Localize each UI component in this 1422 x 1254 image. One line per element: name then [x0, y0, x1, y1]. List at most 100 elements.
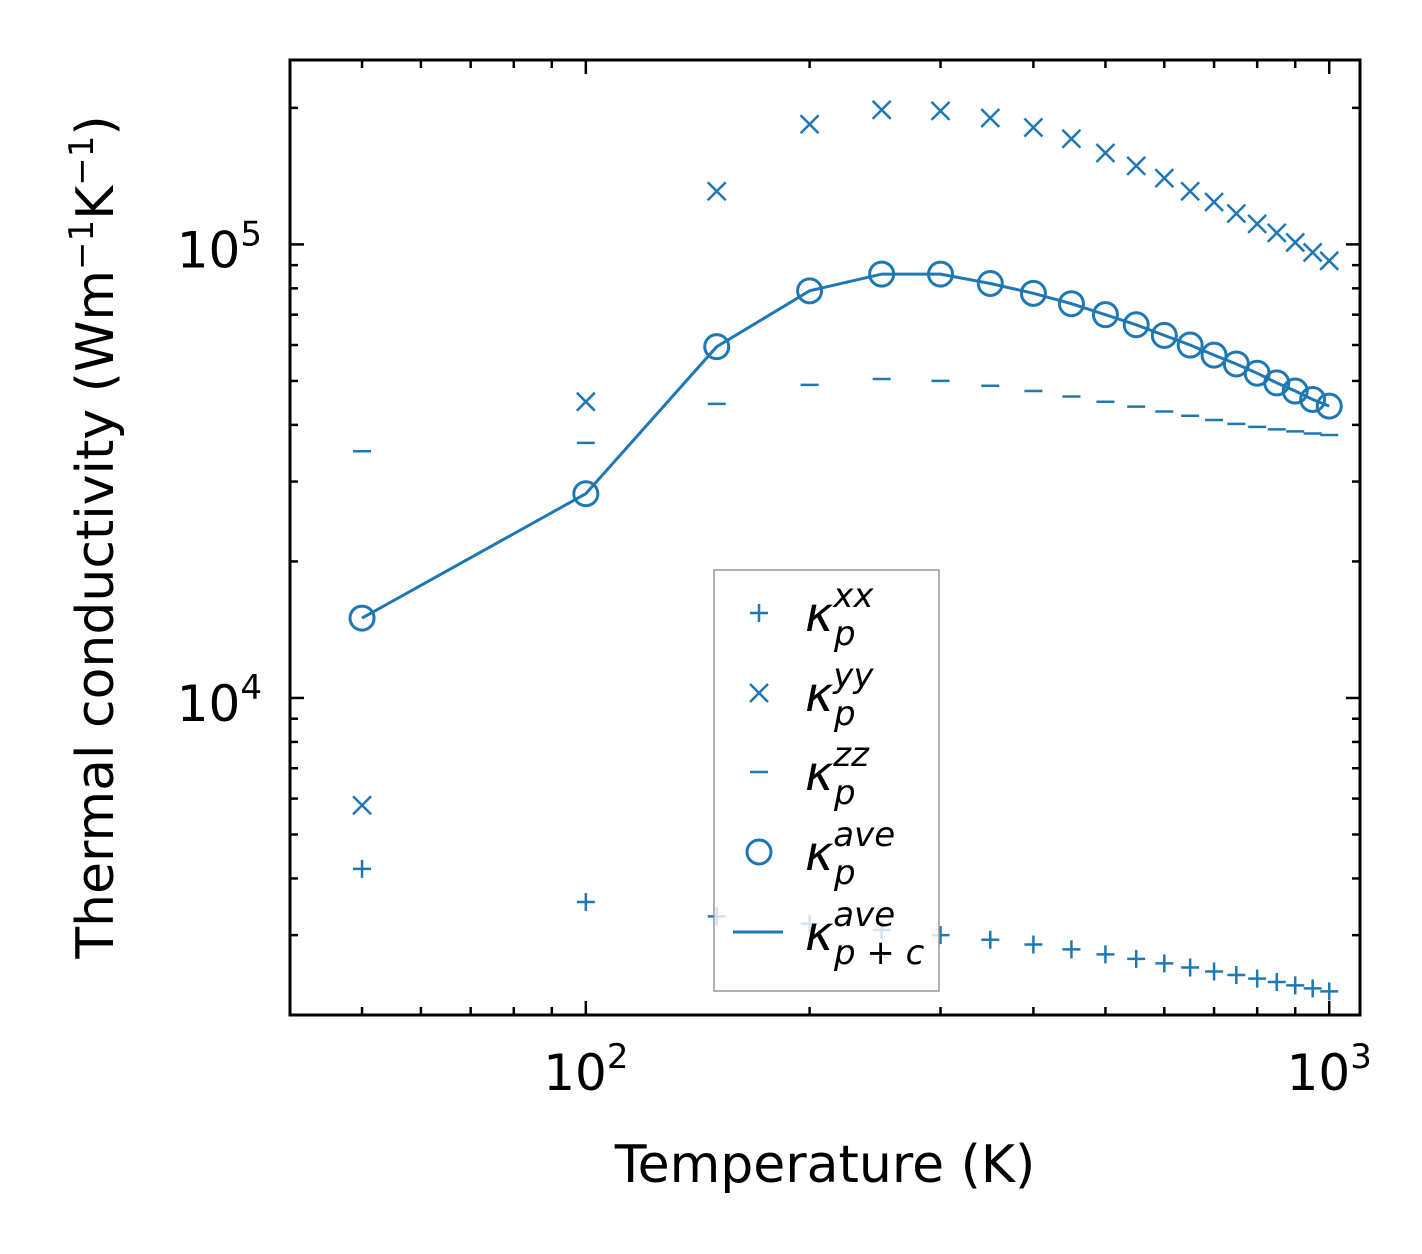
- legend-label-kyy: κyy p: [805, 656, 874, 734]
- point-kxx: [1127, 949, 1146, 968]
- point-kxx: [1286, 976, 1305, 995]
- legend-marker-kyy: [749, 683, 769, 703]
- point-kyy: [1061, 128, 1082, 149]
- point-kave: [1299, 386, 1327, 414]
- point-kxx: [1024, 935, 1043, 954]
- point-kyy: [1319, 250, 1340, 271]
- legend-label-kzz: κzz p: [805, 735, 870, 813]
- point-kave: [348, 604, 376, 632]
- point-kyy: [1204, 192, 1224, 212]
- point-kyy: [1302, 242, 1323, 263]
- legend-symbol: κ: [805, 667, 834, 723]
- legend-superscript: zz: [832, 735, 870, 775]
- point-kave: [1091, 301, 1119, 329]
- y-axis-label-exp1: −1: [62, 220, 102, 270]
- point-kave: [1057, 290, 1085, 318]
- legend-label-kxx: κxx p: [805, 576, 874, 654]
- point-kave: [1200, 341, 1228, 369]
- y-axis-label-mid: K: [66, 184, 126, 220]
- legend-label-kave: κave p: [805, 815, 895, 893]
- legend-marker-kxx: [750, 604, 768, 622]
- point-kxx: [1227, 966, 1246, 985]
- x-tick-label-exp: 2: [607, 1037, 629, 1077]
- point-kxx: [1096, 945, 1115, 964]
- point-kyy: [1180, 181, 1201, 202]
- plot-frame: [288, 58, 1362, 1017]
- point-kyy: [1126, 155, 1147, 176]
- y-axis-label: Thermal conductivity (Wm−1K−1): [62, 115, 126, 959]
- x-axis-label: Temperature (K): [614, 1135, 1036, 1195]
- point-kave: [868, 260, 896, 288]
- legend-subscript: p: [833, 694, 856, 734]
- point-kxx: [353, 859, 372, 878]
- point-kave: [1263, 369, 1291, 397]
- point-kyy: [352, 795, 372, 816]
- legend-superscript: yy: [832, 656, 874, 696]
- x-tick-label: 102: [543, 1037, 628, 1102]
- point-kyy: [1247, 213, 1268, 234]
- legend-label-kave-pc: κave p + c: [805, 895, 925, 973]
- point-kyy: [575, 391, 596, 412]
- y-axis-label-exp2: −1: [62, 136, 102, 186]
- point-kxx: [1155, 954, 1174, 973]
- point-kave: [703, 333, 731, 361]
- y-tick-label-base: 10: [177, 221, 241, 279]
- point-kxx: [1062, 940, 1081, 959]
- point-kxx: [1267, 972, 1286, 991]
- point-kave: [1019, 279, 1047, 307]
- point-kave: [927, 260, 955, 288]
- point-kave: [1315, 392, 1343, 420]
- legend-subscript: p + c: [833, 933, 925, 973]
- legend-symbol: κ: [805, 906, 834, 962]
- point-kyy: [799, 114, 820, 135]
- legend-subscript: p: [833, 773, 856, 813]
- point-kave: [572, 480, 600, 508]
- point-kxx: [981, 930, 1000, 949]
- y-tick-label-exp: 5: [240, 214, 262, 254]
- y-tick-label-exp: 4: [240, 668, 262, 708]
- point-kyy: [871, 99, 892, 120]
- y-tick-label-base: 10: [177, 675, 241, 733]
- y-axis-label-end: ): [66, 115, 126, 135]
- point-kyy: [980, 108, 1001, 128]
- legend-superscript: ave: [833, 815, 895, 855]
- point-kave: [1176, 331, 1204, 359]
- x-tick-label-exp: 3: [1350, 1037, 1372, 1077]
- x-tick-label-base: 10: [1287, 1044, 1351, 1102]
- x-tick-label-base: 10: [543, 1044, 607, 1102]
- point-kave: [1150, 321, 1178, 349]
- point-kyy: [706, 181, 727, 202]
- point-kyy: [930, 100, 951, 121]
- legend-subscript: p: [833, 614, 856, 654]
- point-kxx: [1248, 969, 1267, 988]
- point-kyy: [1266, 223, 1287, 243]
- point-kave: [1122, 311, 1150, 339]
- point-kave: [1281, 377, 1309, 405]
- y-tick-label: 104: [177, 668, 262, 733]
- legend-subscript: p: [833, 853, 856, 893]
- legend-symbol: κ: [805, 826, 834, 882]
- point-kyy: [1095, 143, 1116, 163]
- x-tick-label: 103: [1287, 1037, 1372, 1102]
- data-points: [348, 99, 1343, 1001]
- legend-marker-kave: [745, 838, 773, 866]
- point-kave: [796, 277, 824, 305]
- point-kave: [976, 269, 1004, 297]
- point-kyy: [1285, 232, 1306, 253]
- legend-symbol: κ: [805, 746, 834, 802]
- point-kyy: [1154, 168, 1175, 188]
- point-kxx: [1181, 958, 1200, 977]
- point-kxx: [1205, 962, 1224, 981]
- point-kxx: [576, 892, 595, 911]
- point-kyy: [1226, 203, 1247, 224]
- legend-superscript: xx: [832, 576, 874, 616]
- point-kyy: [1023, 117, 1044, 138]
- legend-box: [713, 569, 940, 992]
- legend-symbol: κ: [805, 587, 834, 643]
- major-ticks: [290, 60, 1360, 1015]
- legend-superscript: ave: [833, 895, 895, 935]
